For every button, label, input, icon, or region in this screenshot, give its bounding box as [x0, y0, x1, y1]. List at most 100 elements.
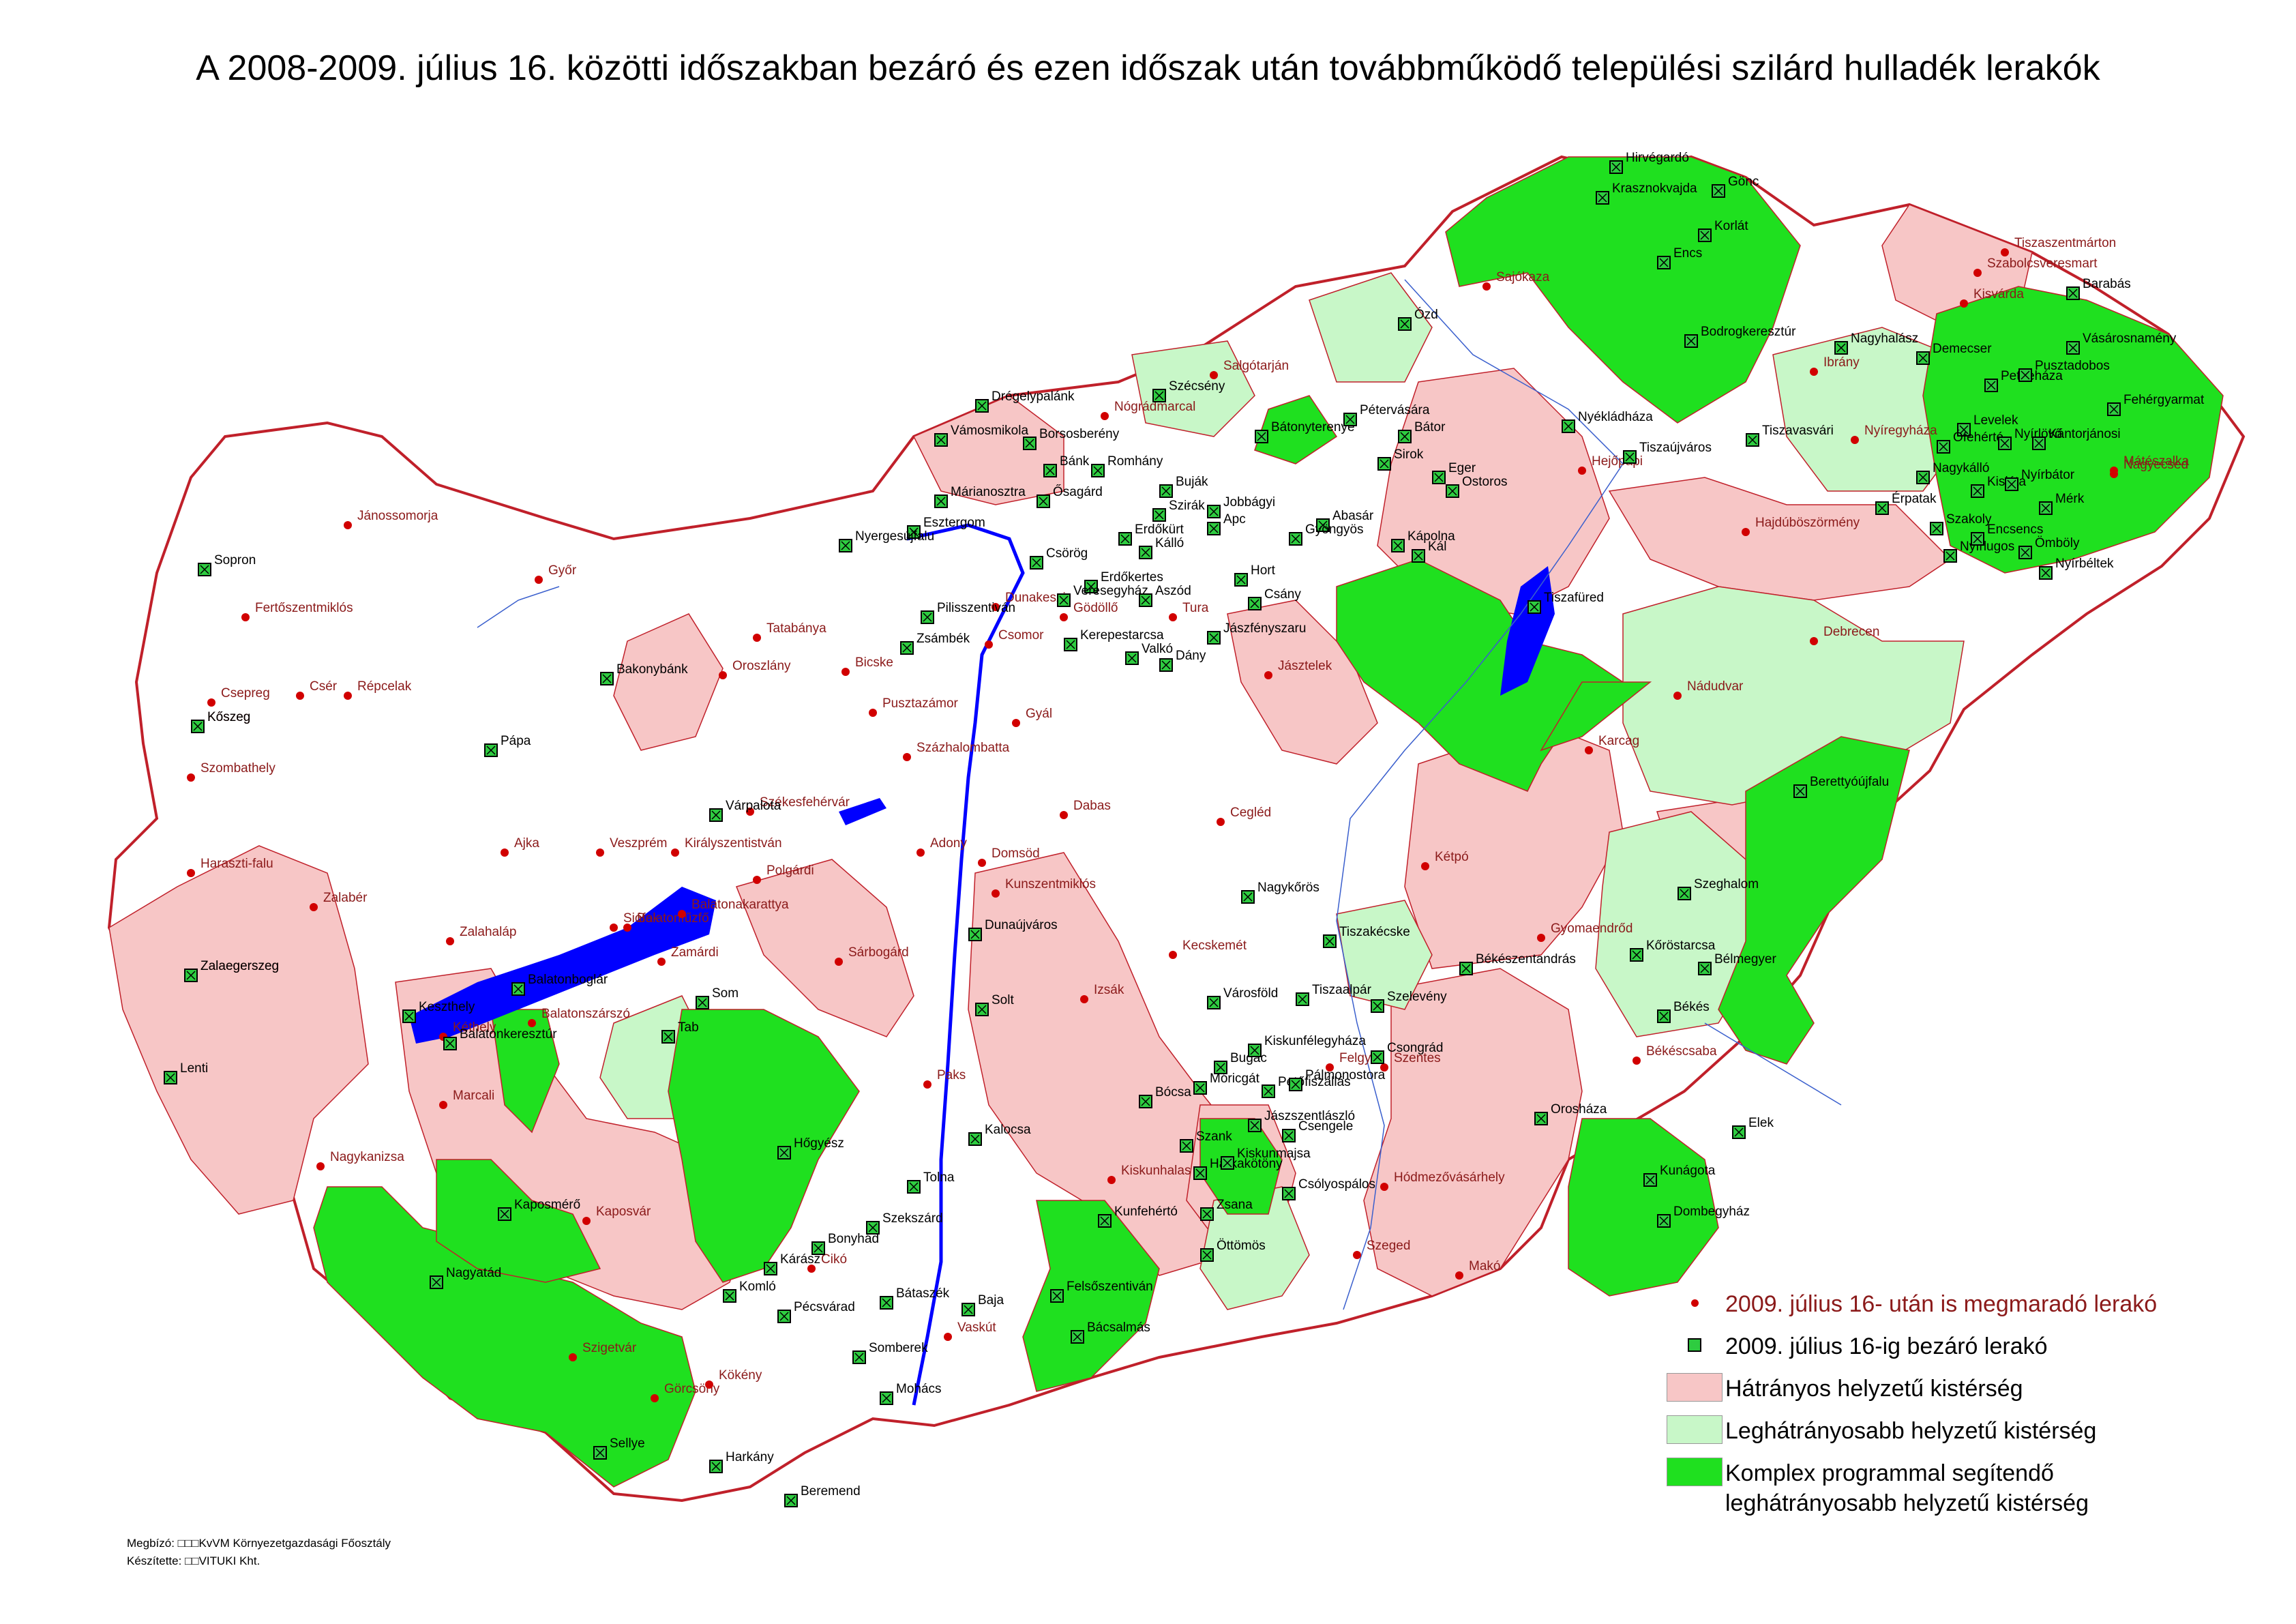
continuing-site-marker [610, 924, 618, 932]
closing-site-cross [882, 1298, 891, 1308]
closing-site-cross [1325, 936, 1335, 946]
site-label: Százhalombatta [916, 741, 1010, 755]
site-label: Tolna [923, 1170, 955, 1185]
site-label: Zalabér [323, 891, 368, 905]
continuing-site-marker [187, 773, 195, 782]
site-label: Bodrogkeresztúr [1701, 325, 1796, 339]
continuing-site-marker [501, 848, 509, 857]
site-label: Gönc [1728, 175, 1759, 189]
site-label: Tura [1182, 601, 1209, 615]
continuing-site-marker [1537, 934, 1545, 942]
site-label: Bócsa [1155, 1085, 1191, 1099]
site-label: Berettyóújfalu [1810, 775, 1889, 789]
site-label: Békéscsaba [1646, 1044, 1717, 1059]
site-label: Fertőszentmiklós [255, 601, 353, 615]
closing-site-cross [1734, 1127, 1744, 1137]
legend: 2009. július 16- után is megmaradó lerak… [1664, 1289, 2278, 1531]
closing-site-cross [404, 1012, 414, 1021]
site-label: Nagyatád [446, 1266, 501, 1280]
closing-site-cross [711, 1462, 721, 1471]
site-label: Székesfehérvár [760, 795, 850, 810]
site-label: Kerepestarcsa [1080, 628, 1164, 643]
site-label: Királyszentistván [685, 836, 782, 851]
closing-site-cross [1032, 558, 1041, 567]
site-label: Szombathely [200, 761, 275, 776]
site-label: Szabolcsveresmart [1987, 256, 2098, 271]
continuing-site-marker [1060, 811, 1068, 819]
closing-site-cross [698, 998, 707, 1007]
continuing-site-marker [344, 521, 352, 529]
closing-site-cross [1298, 994, 1307, 1004]
closing-site-cross [1345, 415, 1355, 424]
pink-swatch [1667, 1373, 1723, 1402]
continuing-site-marker [446, 937, 454, 945]
closing-site-cross [2000, 439, 2010, 448]
site-label: Veszprém [610, 836, 667, 851]
legend-closing: 2009. július 16-ig bezáró lerakó [1664, 1331, 2278, 1361]
continuing-site-marker [1960, 299, 1968, 308]
site-label: Karcag [1598, 734, 1639, 748]
continuing-site-marker [1210, 371, 1218, 379]
continuing-site-marker [992, 603, 1000, 611]
site-label: Csepreg [221, 686, 270, 700]
site-label: Sopron [214, 553, 256, 567]
site-label: Kaposmérő [514, 1198, 580, 1212]
closing-site-cross [1182, 1141, 1191, 1151]
site-label: Nyírbátor [2021, 468, 2075, 482]
site-label: Balatonfűzfő [637, 911, 709, 926]
site-label: Szeghalom [1694, 877, 1759, 891]
continuing-site-marker [2110, 470, 2118, 478]
site-label: Csomor [998, 628, 1044, 643]
site-label: Kántorjánosi [2048, 427, 2121, 441]
site-label: Eger [1448, 461, 1476, 475]
closing-site-cross [1209, 633, 1219, 643]
closing-site-cross [1195, 1083, 1205, 1093]
site-label: Ajka [514, 836, 539, 851]
continuing-site-marker [1353, 1251, 1361, 1259]
continuing-site-icon [1690, 1299, 1699, 1307]
site-label: Tiszafüred [1544, 591, 1604, 605]
closing-site-cross [1632, 950, 1641, 960]
closing-site-cross [779, 1312, 789, 1321]
closing-site-cross [1250, 1046, 1259, 1055]
closing-site-cross [1154, 510, 1164, 520]
site-label: Polgárdi [766, 863, 814, 878]
continuing-site-marker [841, 668, 850, 676]
site-label: Nyírbéltek [2055, 557, 2114, 571]
site-label: Pusztadobos [2035, 359, 2110, 373]
continuing-site-marker [916, 848, 925, 857]
continuing-site-marker [207, 698, 215, 707]
site-label: Borsosberény [1039, 427, 1120, 441]
site-label: Siófok [623, 911, 659, 926]
continuing-site-marker [657, 958, 666, 966]
closing-site-cross [1291, 534, 1300, 544]
site-label: Szentes [1394, 1051, 1441, 1065]
continuing-site-marker [1169, 951, 1177, 959]
site-label: Zalahaláp [460, 925, 516, 939]
closing-site-cross [1059, 595, 1069, 605]
closing-site-cross [1877, 503, 1887, 513]
site-label: Nagykanizsa [330, 1150, 404, 1164]
credits: Megbízó: □□□KvVM Környezetgazdasági Főos… [127, 1535, 391, 1570]
lake-balaton [409, 887, 716, 1044]
site-label: Felgyő [1339, 1051, 1378, 1065]
site-label: Bátonyterenye [1271, 420, 1355, 434]
site-label: Balatonboglár [528, 973, 608, 987]
site-label: Aszód [1155, 584, 1191, 598]
closing-site-cross [1086, 582, 1096, 591]
closing-site-cross [513, 984, 523, 994]
site-label: Hirvégardó [1626, 151, 1689, 165]
closing-site-cross [1373, 1001, 1382, 1011]
closing-site-cross [166, 1073, 175, 1082]
closing-site-cross [970, 930, 980, 939]
site-label: Kökény [719, 1368, 762, 1383]
closing-site-cross [1052, 1291, 1062, 1301]
site-label: Dány [1176, 649, 1206, 663]
site-label: Nyékládháza [1578, 410, 1653, 424]
site-label: Makó [1469, 1259, 1500, 1273]
site-label: Debrecen [1823, 625, 1879, 639]
continuing-site-marker [1060, 613, 1068, 621]
site-label: Ófehértó [1953, 430, 2003, 445]
site-label: Kőszeg [207, 710, 250, 724]
closing-site-cross [1195, 1168, 1205, 1178]
